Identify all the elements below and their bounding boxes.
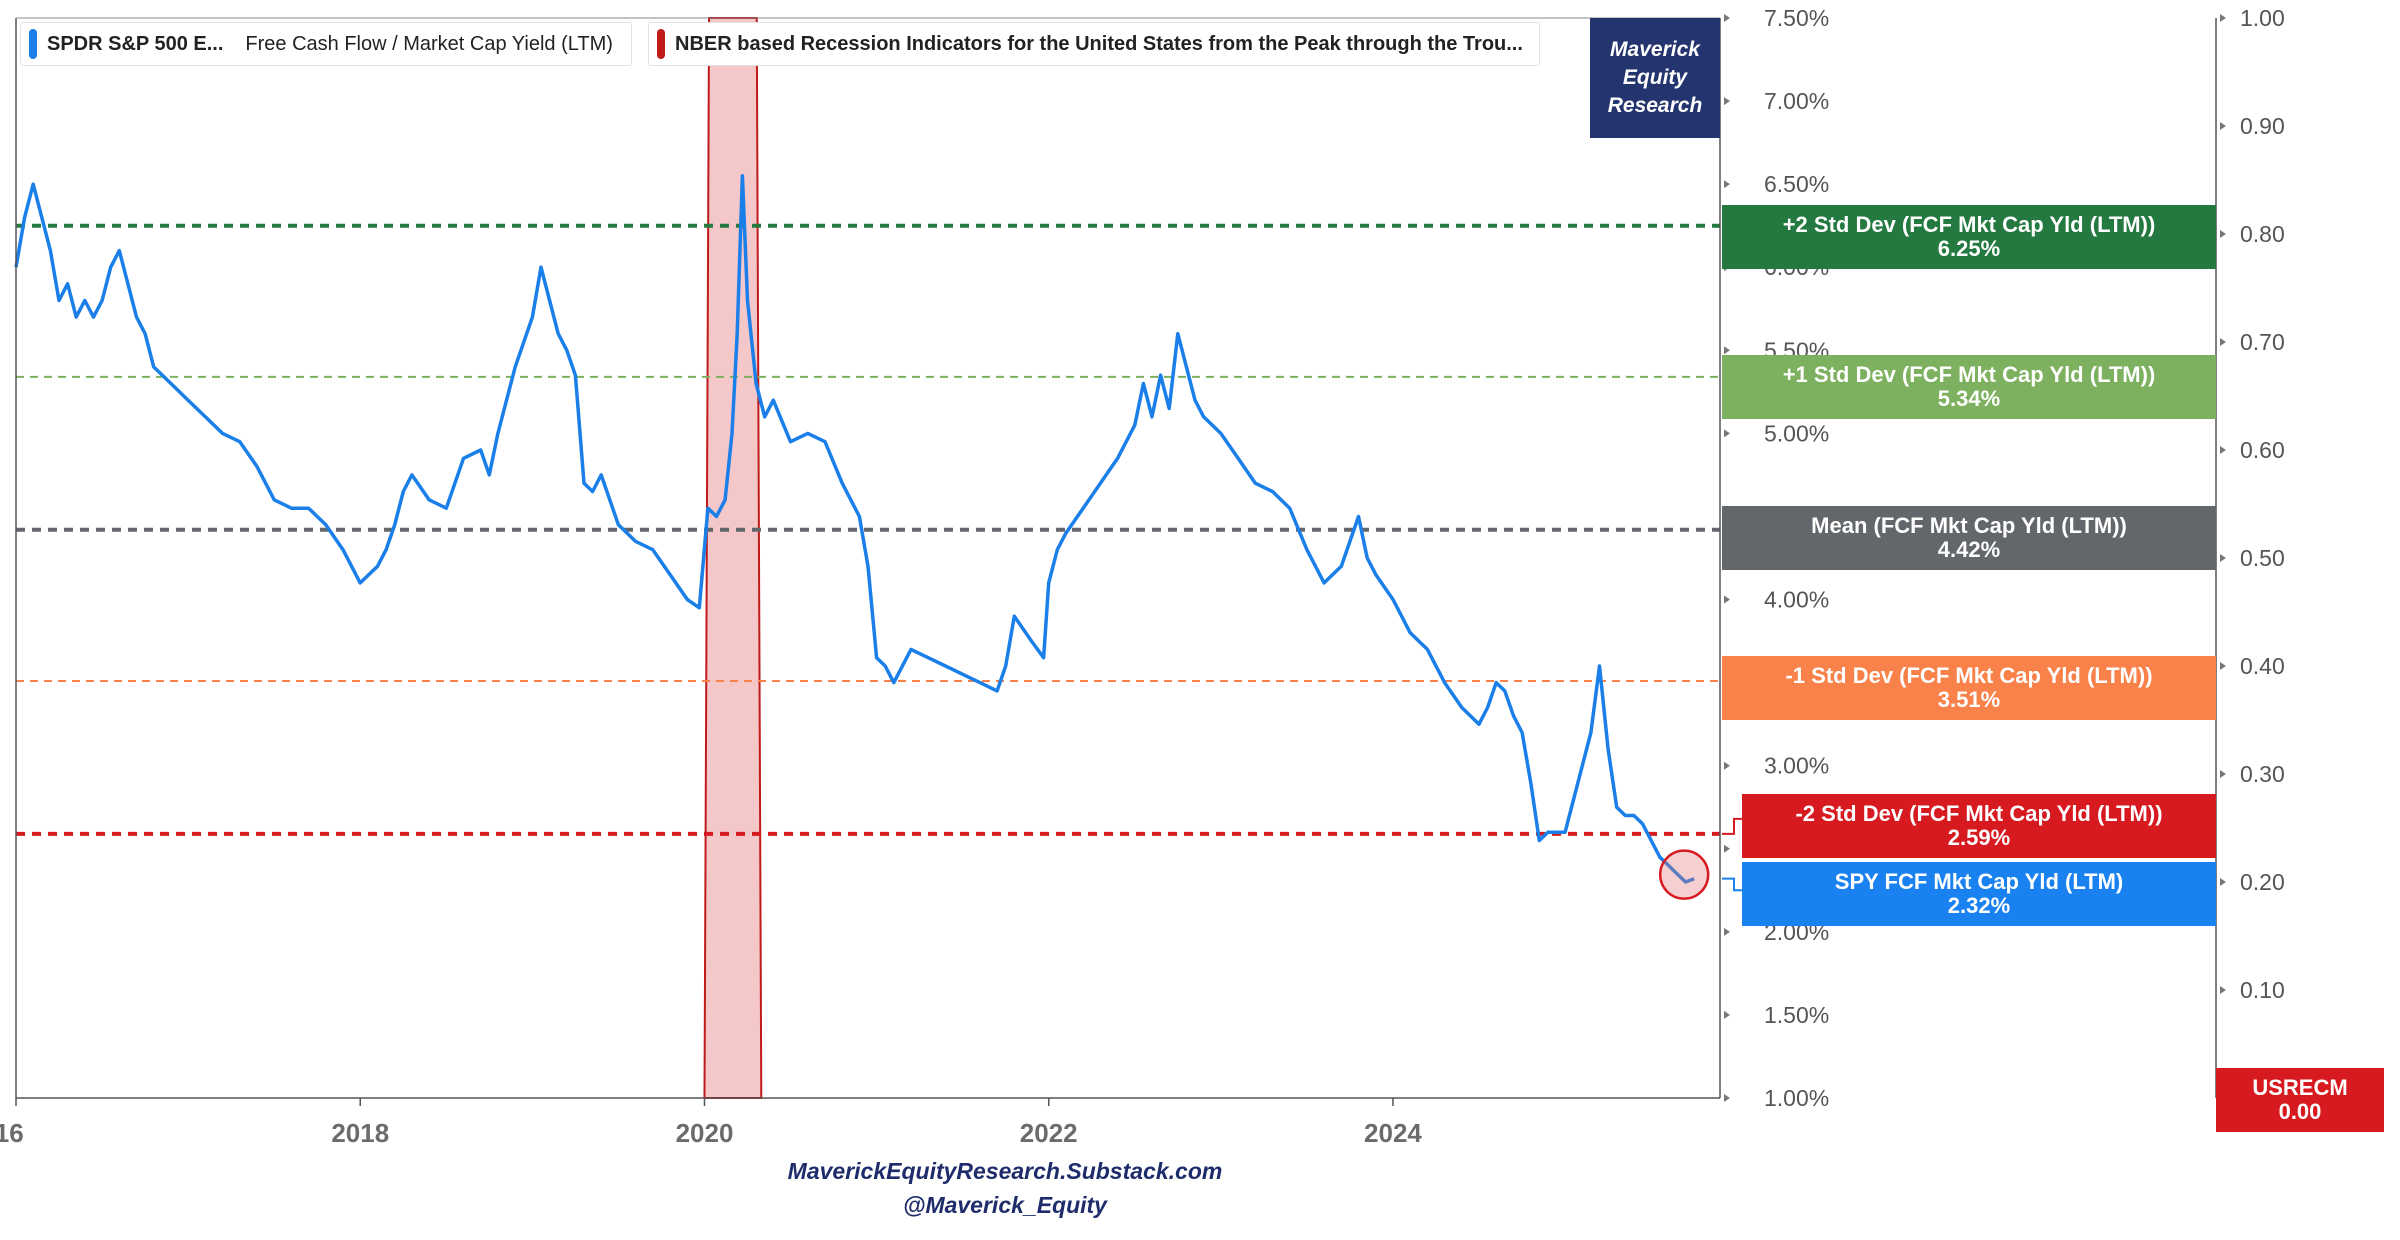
- legend-swatch-blue: [29, 29, 37, 59]
- y-right-tick-mark: [2220, 230, 2226, 238]
- tag-value: 4.42%: [1937, 537, 2001, 562]
- tag-value: 2.32%: [1947, 893, 2011, 918]
- y-left-tick-label: 5.00%: [1764, 420, 1829, 446]
- y-left-tick-label: 6.50%: [1764, 171, 1829, 197]
- y-left-tick-label: 1.00%: [1764, 1085, 1829, 1111]
- tag-value: 5.34%: [1937, 386, 2001, 411]
- y-left-tick-label: 7.00%: [1764, 88, 1829, 114]
- tag-minus1-std-dev: -1 Std Dev (FCF Mkt Cap Yld (LTM)) 3.51%: [1722, 656, 2216, 720]
- tag-minus2-std-dev: -2 Std Dev (FCF Mkt Cap Yld (LTM)) 2.59%: [1742, 794, 2216, 858]
- brand-logo-box: Maverick Equity Research: [1590, 18, 1720, 138]
- y-right-tick-label: 0.90: [2240, 113, 2285, 139]
- tag-spy-current-value: SPY FCF Mkt Cap Yld (LTM) 2.32%: [1742, 862, 2216, 926]
- legend-item-fcf-yield[interactable]: SPDR S&P 500 E... Free Cash Flow / Marke…: [20, 22, 632, 66]
- y-left-tick-mark: [1724, 97, 1730, 106]
- y-right-tick-label: 0.80: [2240, 221, 2285, 247]
- tag-value: 3.51%: [1937, 687, 2001, 712]
- tag-plus1-std-dev: +1 Std Dev (FCF Mkt Cap Yld (LTM)) 5.34%: [1722, 355, 2216, 419]
- y-right-tick-mark: [2220, 14, 2226, 22]
- spy-tag-connector: [1722, 877, 1742, 892]
- latest-value-highlight-circle: [1658, 849, 1710, 900]
- y-right-tick-label: 0.70: [2240, 329, 2285, 355]
- tag-label: Mean (FCF Mkt Cap Yld (LTM)): [1811, 513, 2127, 538]
- y-right-tick-label: 0.30: [2240, 761, 2285, 787]
- tag-value: 6.25%: [1937, 236, 2001, 261]
- x-tick-label: 2022: [1020, 1118, 1078, 1148]
- tag-mean: Mean (FCF Mkt Cap Yld (LTM)) 4.42%: [1722, 506, 2216, 570]
- tag-label: +2 Std Dev (FCF Mkt Cap Yld (LTM)): [1782, 212, 2156, 237]
- y-right-tick-label: 0.60: [2240, 437, 2285, 463]
- tag-plus2-std-dev: +2 Std Dev (FCF Mkt Cap Yld (LTM)) 6.25%: [1722, 205, 2216, 269]
- y-right-tick-mark: [2220, 338, 2226, 346]
- tag-label: USRECM: [2252, 1075, 2348, 1100]
- y-left-tick-mark: [1724, 595, 1730, 604]
- y-right-tick-mark: [2220, 986, 2226, 994]
- y-left-tick-mark: [1724, 927, 1730, 936]
- y-right-tick-mark: [2220, 122, 2226, 130]
- series-line-fcf-yield: [14, 174, 1695, 884]
- y-right-tick-mark: [2220, 662, 2226, 670]
- tag-label: -1 Std Dev (FCF Mkt Cap Yld (LTM)): [1785, 663, 2153, 688]
- y-left-tick-mark: [1724, 761, 1730, 770]
- y-right-tick-mark: [2220, 770, 2226, 778]
- y-right-tick-label: 0.50: [2240, 545, 2285, 571]
- y-right-tick-label: 0.10: [2240, 977, 2285, 1003]
- y-right-tick-mark: [2220, 878, 2226, 886]
- x-tick-label: 2020: [676, 1118, 734, 1148]
- brand-line: Maverick: [1610, 38, 1700, 61]
- footer-handle: @Maverick_Equity: [903, 1192, 1107, 1218]
- y-right-tick-label: 1.00: [2240, 5, 2285, 31]
- tag-usrecm: USRECM 0.00: [2216, 1068, 2384, 1132]
- x-tick-label: 016: [0, 1118, 24, 1148]
- tag-label: +1 Std Dev (FCF Mkt Cap Yld (LTM)): [1782, 362, 2156, 387]
- y-left-tick-mark: [1724, 844, 1730, 853]
- y-right-tick-label: 0.20: [2240, 869, 2285, 895]
- y-left-tick-label: 4.00%: [1764, 587, 1829, 613]
- tag-label: SPY FCF Mkt Cap Yld (LTM): [1834, 869, 2124, 894]
- y-left-tick-mark: [1724, 429, 1730, 438]
- y-left-tick-label: 1.50%: [1764, 1002, 1829, 1028]
- y-left-tick-label: 3.00%: [1764, 753, 1829, 779]
- brand-line: Equity: [1622, 66, 1688, 89]
- tag-value: 2.59%: [1947, 825, 2011, 850]
- y-left-tick-mark: [1724, 14, 1730, 22]
- recession-band: [703, 17, 763, 1099]
- x-tick-label: 2018: [331, 1118, 389, 1148]
- brand-line: Research: [1607, 94, 1703, 117]
- legend-series-name: SPDR S&P 500 E...: [47, 32, 224, 55]
- tag-label: -2 Std Dev (FCF Mkt Cap Yld (LTM)): [1795, 801, 2163, 826]
- legend-series-name: NBER based Recession Indicators for the …: [675, 32, 1523, 55]
- footer-website: MaverickEquityResearch.Substack.com: [787, 1158, 1223, 1184]
- x-tick-label: 2024: [1364, 1118, 1422, 1148]
- y-left-tick-label: 7.50%: [1764, 5, 1829, 31]
- y-right-tick-mark: [2220, 446, 2226, 454]
- y-right-tick-mark: [2220, 554, 2226, 562]
- legend-series-description: Free Cash Flow / Market Cap Yield (LTM): [245, 32, 613, 55]
- legend-item-recession[interactable]: NBER based Recession Indicators for the …: [648, 22, 1540, 66]
- tag-value: 0.00: [2278, 1099, 2322, 1124]
- y-right-tick-label: 0.40: [2240, 653, 2285, 679]
- y-left-tick-mark: [1724, 346, 1730, 355]
- y-left-tick-mark: [1724, 1010, 1730, 1019]
- y-left-tick-mark: [1724, 1094, 1730, 1102]
- minus2-tag-connector: [1722, 817, 1742, 835]
- y-left-tick-mark: [1724, 180, 1730, 189]
- legend-swatch-red: [657, 29, 665, 59]
